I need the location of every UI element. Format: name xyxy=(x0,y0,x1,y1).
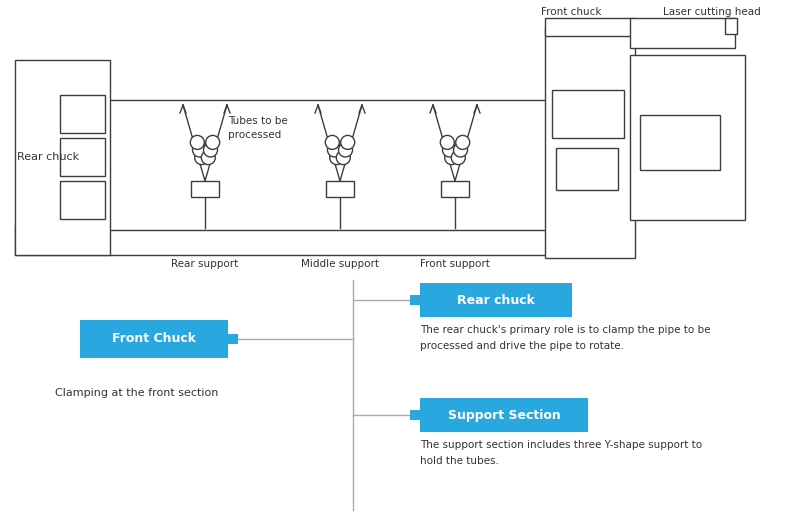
Bar xyxy=(228,334,238,344)
Circle shape xyxy=(326,135,339,149)
Bar xyxy=(15,225,605,255)
Bar xyxy=(420,283,572,317)
Circle shape xyxy=(442,143,457,157)
Text: Laser cutting head: Laser cutting head xyxy=(663,7,761,17)
Bar xyxy=(60,138,105,176)
Bar xyxy=(420,398,588,432)
Text: The support section includes three Y-shape support to
hold the tubes.: The support section includes three Y-sha… xyxy=(420,440,702,466)
Text: Middle support: Middle support xyxy=(301,259,379,269)
Circle shape xyxy=(203,143,218,157)
Text: Rear support: Rear support xyxy=(171,259,238,269)
Circle shape xyxy=(451,151,466,165)
Text: Support Section: Support Section xyxy=(448,408,560,422)
Circle shape xyxy=(327,143,342,157)
Circle shape xyxy=(456,135,470,149)
Bar xyxy=(410,410,420,420)
Bar xyxy=(326,181,354,197)
Circle shape xyxy=(206,135,220,149)
Circle shape xyxy=(445,151,458,165)
Text: Rear chuck: Rear chuck xyxy=(457,293,535,306)
Circle shape xyxy=(341,135,354,149)
Text: Front support: Front support xyxy=(420,259,490,269)
Bar xyxy=(410,295,420,305)
Bar xyxy=(630,55,745,220)
Text: Front chuck: Front chuck xyxy=(541,7,602,17)
Bar xyxy=(60,181,105,219)
Circle shape xyxy=(336,151,350,165)
Circle shape xyxy=(202,151,215,165)
Circle shape xyxy=(190,135,204,149)
Text: Rear chuck: Rear chuck xyxy=(17,152,79,162)
Circle shape xyxy=(338,143,353,157)
Circle shape xyxy=(330,151,344,165)
Text: Tubes to be
processed: Tubes to be processed xyxy=(228,116,288,140)
Bar xyxy=(725,18,737,34)
Bar xyxy=(95,100,595,230)
Bar xyxy=(552,90,624,138)
Circle shape xyxy=(194,151,209,165)
Bar xyxy=(80,320,228,358)
Text: The rear chuck's primary role is to clamp the pipe to be
processed and drive the: The rear chuck's primary role is to clam… xyxy=(420,325,710,351)
Bar xyxy=(545,18,635,36)
Bar xyxy=(556,148,618,190)
Circle shape xyxy=(440,135,454,149)
Bar xyxy=(60,95,105,133)
Circle shape xyxy=(454,143,467,157)
Bar xyxy=(640,115,720,170)
Bar xyxy=(545,28,635,258)
Text: Clamping at the front section: Clamping at the front section xyxy=(55,388,218,398)
Text: Front Chuck: Front Chuck xyxy=(112,332,196,345)
Bar xyxy=(630,18,735,48)
Bar xyxy=(15,60,110,255)
Circle shape xyxy=(193,143,206,157)
Bar xyxy=(441,181,469,197)
Bar xyxy=(191,181,219,197)
